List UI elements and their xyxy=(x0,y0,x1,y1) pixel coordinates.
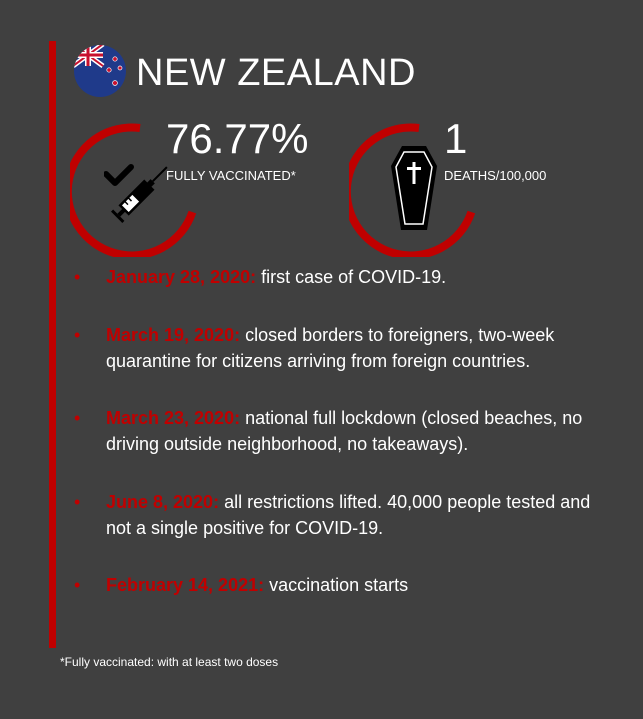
footnote: *Fully vaccinated: with at least two dos… xyxy=(60,655,279,669)
new-zealand-flag-icon xyxy=(74,45,126,97)
deaths-ring xyxy=(349,123,476,257)
coffin-cross-icon xyxy=(391,146,437,230)
bullet: • xyxy=(74,575,81,595)
bullet: • xyxy=(74,267,81,287)
syringe-check-icon xyxy=(104,164,168,223)
vaccinated-label: FULLY VACCINATED* xyxy=(166,168,296,183)
deaths-label: DEATHS/100,000 xyxy=(444,168,547,183)
timeline-date: March 23, 2020: xyxy=(106,408,241,428)
timeline-text: all restrictions lifted. 40,000 people t… xyxy=(106,492,591,538)
bullet: • xyxy=(74,492,81,512)
bullet: • xyxy=(74,408,81,428)
accent-vertical-bar xyxy=(49,41,56,648)
deaths-value: 1 xyxy=(444,115,468,162)
vaccinated-percentage: 76.77% xyxy=(166,115,309,162)
timeline-text: national full lockdown (closed beaches, … xyxy=(106,408,583,454)
timeline-date: January 28, 2020: xyxy=(106,267,257,287)
timeline-text: first case of COVID-19. xyxy=(261,267,447,287)
timeline-text: closed borders to foreigners, two-week q… xyxy=(106,325,555,371)
timeline-text: vaccination starts xyxy=(269,575,409,595)
timeline-date: March 19, 2020: xyxy=(106,325,241,345)
bullet: • xyxy=(74,325,81,345)
country-title: NEW ZEALAND xyxy=(136,52,416,94)
vaccination-ring xyxy=(70,123,197,257)
timeline-date: February 14, 2021: xyxy=(106,575,265,595)
timeline-date: June 8, 2020: xyxy=(106,492,220,512)
